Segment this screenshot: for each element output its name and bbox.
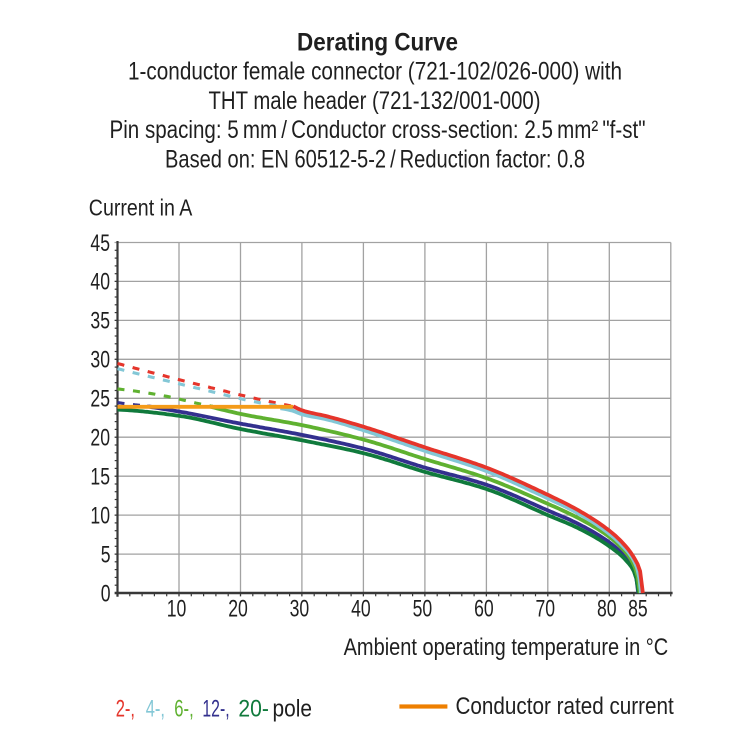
svg-text:25: 25 (90, 386, 110, 413)
svg-text:70: 70 (536, 596, 556, 623)
svg-text:20: 20 (90, 425, 110, 452)
svg-text:45: 45 (90, 230, 110, 257)
svg-text:6-,: 6-, (174, 696, 193, 723)
svg-text:20: 20 (228, 596, 248, 623)
svg-text:12-,: 12-, (202, 696, 229, 723)
svg-text:Ambient operating temperature: Ambient operating temperature in °C (344, 634, 669, 661)
svg-text:pole: pole (273, 696, 313, 723)
svg-text:50: 50 (413, 596, 433, 623)
svg-text:60: 60 (474, 596, 494, 623)
svg-text:30: 30 (290, 596, 310, 623)
svg-text:4-,: 4-, (146, 696, 165, 723)
svg-text:0: 0 (101, 580, 111, 607)
svg-text:Derating Curve: Derating Curve (297, 29, 458, 57)
svg-text:30: 30 (90, 347, 110, 374)
svg-text:40: 40 (351, 596, 371, 623)
svg-text:1-conductor female connector (: 1-conductor female connector (721-102/02… (128, 58, 622, 86)
svg-text:10: 10 (167, 596, 187, 623)
svg-text:15: 15 (90, 464, 110, 491)
svg-text:40: 40 (90, 269, 110, 296)
svg-text:85: 85 (628, 596, 648, 623)
svg-text:20-: 20- (238, 696, 269, 723)
svg-text:Based on: EN 60512-5-2 / Reduc: Based on: EN 60512-5-2 / Reduction facto… (165, 145, 585, 173)
svg-text:Pin spacing: 5 mm / Conductor: Pin spacing: 5 mm / Conductor cross-sect… (110, 116, 646, 144)
svg-text:Conductor rated current: Conductor rated current (456, 693, 674, 720)
svg-text:80: 80 (597, 596, 617, 623)
svg-text:2-,: 2-, (116, 696, 135, 723)
svg-text:THT male header (721-132/001-0: THT male header (721-132/001-000) (209, 87, 541, 115)
svg-text:5: 5 (101, 541, 111, 568)
svg-text:Current in A: Current in A (89, 195, 193, 221)
svg-text:10: 10 (90, 502, 110, 529)
svg-text:35: 35 (90, 308, 110, 335)
